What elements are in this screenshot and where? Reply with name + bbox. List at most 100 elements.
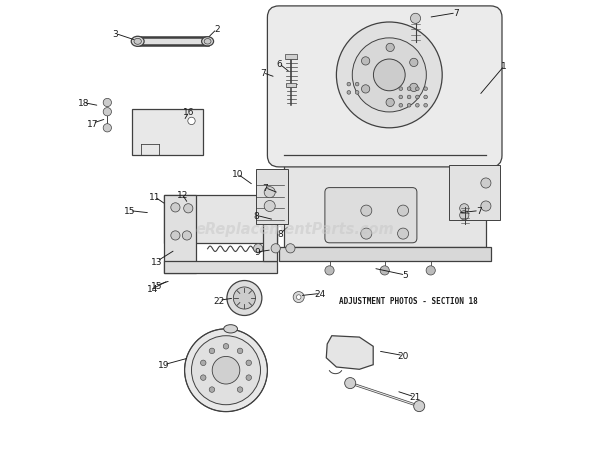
- Circle shape: [481, 179, 491, 189]
- Circle shape: [227, 281, 262, 316]
- Bar: [263, 195, 277, 262]
- Bar: [284, 156, 486, 248]
- Text: 9: 9: [254, 248, 260, 257]
- Text: 22: 22: [214, 296, 225, 305]
- Circle shape: [325, 266, 334, 275]
- Circle shape: [171, 231, 180, 241]
- Circle shape: [407, 88, 411, 91]
- Circle shape: [209, 387, 215, 392]
- Text: 10: 10: [232, 170, 243, 179]
- Circle shape: [171, 203, 180, 213]
- Text: 7: 7: [453, 9, 459, 18]
- Text: 6: 6: [276, 60, 282, 69]
- Text: 19: 19: [158, 360, 170, 369]
- Ellipse shape: [134, 39, 142, 45]
- Circle shape: [209, 348, 215, 354]
- Circle shape: [352, 39, 427, 112]
- Bar: [279, 248, 490, 262]
- Circle shape: [409, 59, 418, 67]
- Text: 1: 1: [502, 62, 507, 71]
- Circle shape: [223, 344, 229, 349]
- Circle shape: [103, 124, 112, 133]
- Circle shape: [185, 329, 267, 412]
- Circle shape: [362, 85, 370, 94]
- Text: 13: 13: [151, 257, 163, 266]
- Circle shape: [360, 229, 372, 240]
- Circle shape: [380, 266, 389, 275]
- Text: 14: 14: [147, 285, 158, 294]
- Circle shape: [271, 244, 280, 253]
- Circle shape: [407, 104, 411, 108]
- Circle shape: [373, 60, 405, 91]
- Text: 18: 18: [78, 99, 89, 108]
- Circle shape: [182, 231, 192, 241]
- Circle shape: [234, 287, 255, 309]
- Text: 7: 7: [476, 207, 482, 216]
- Circle shape: [201, 360, 206, 366]
- Polygon shape: [326, 336, 373, 369]
- Circle shape: [201, 375, 206, 381]
- Circle shape: [293, 292, 304, 303]
- Text: 8: 8: [253, 211, 259, 220]
- Circle shape: [481, 202, 491, 212]
- Circle shape: [212, 357, 240, 384]
- Ellipse shape: [224, 325, 238, 333]
- Circle shape: [264, 201, 275, 212]
- Circle shape: [415, 104, 419, 108]
- Circle shape: [237, 348, 243, 354]
- Circle shape: [345, 378, 356, 389]
- Circle shape: [424, 88, 428, 91]
- Text: 7: 7: [260, 69, 266, 78]
- Circle shape: [399, 104, 402, 108]
- Circle shape: [415, 96, 419, 100]
- Circle shape: [399, 88, 402, 91]
- Circle shape: [415, 88, 419, 91]
- Text: 15: 15: [124, 207, 135, 216]
- Bar: [132, 110, 203, 156]
- Text: 20: 20: [398, 351, 409, 360]
- Circle shape: [398, 229, 409, 240]
- Text: 12: 12: [176, 190, 188, 200]
- Text: 11: 11: [149, 193, 160, 202]
- Circle shape: [386, 44, 394, 52]
- Ellipse shape: [131, 37, 144, 47]
- Circle shape: [355, 83, 359, 87]
- FancyBboxPatch shape: [267, 7, 502, 168]
- Circle shape: [355, 91, 359, 95]
- Circle shape: [460, 204, 469, 213]
- Bar: [256, 170, 288, 225]
- Ellipse shape: [204, 39, 211, 45]
- Bar: [286, 84, 296, 88]
- Circle shape: [398, 206, 409, 217]
- Text: 17: 17: [87, 119, 99, 129]
- Circle shape: [426, 266, 435, 275]
- Text: 7: 7: [262, 184, 268, 193]
- Circle shape: [362, 58, 370, 66]
- Circle shape: [183, 204, 193, 213]
- Bar: [449, 165, 500, 220]
- Circle shape: [409, 84, 418, 92]
- Text: 2: 2: [214, 25, 219, 34]
- Circle shape: [407, 96, 411, 100]
- Circle shape: [254, 244, 263, 253]
- Circle shape: [296, 295, 301, 300]
- Circle shape: [386, 99, 394, 107]
- Circle shape: [336, 23, 442, 129]
- Text: 16: 16: [183, 108, 195, 117]
- Circle shape: [460, 211, 469, 220]
- Circle shape: [188, 118, 195, 125]
- Circle shape: [246, 375, 251, 381]
- Bar: [286, 55, 297, 60]
- Circle shape: [264, 187, 275, 198]
- Circle shape: [237, 387, 243, 392]
- Text: ADJUSTMENT PHOTOS - SECTION 18: ADJUSTMENT PHOTOS - SECTION 18: [339, 296, 477, 305]
- Circle shape: [246, 360, 251, 366]
- Text: 3: 3: [113, 30, 119, 39]
- Bar: [164, 195, 196, 273]
- Circle shape: [411, 14, 421, 24]
- Text: eReplacementParts.com: eReplacementParts.com: [196, 221, 394, 236]
- Text: 5: 5: [402, 271, 408, 280]
- Circle shape: [399, 96, 402, 100]
- Circle shape: [103, 99, 112, 107]
- Text: 24: 24: [314, 289, 326, 298]
